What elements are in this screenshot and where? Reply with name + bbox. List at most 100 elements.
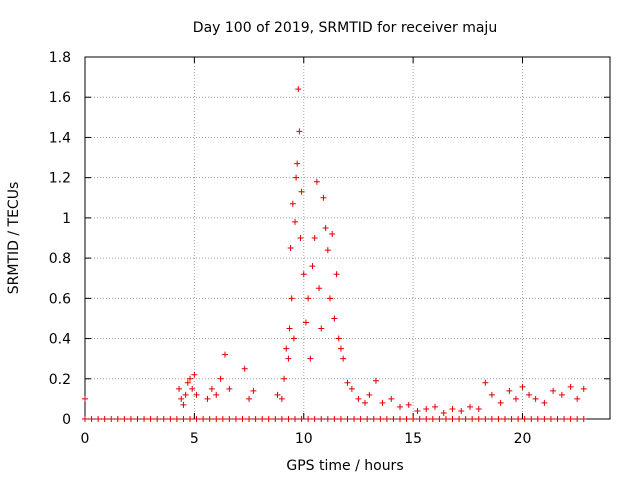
data-point: [82, 395, 88, 402]
data-point: [252, 416, 259, 422]
data-point: [173, 416, 180, 422]
data-point: [204, 395, 211, 402]
data-point: [442, 416, 449, 422]
data-point: [290, 335, 297, 342]
y-tick-label: 1.2: [49, 171, 71, 187]
data-point: [370, 416, 377, 422]
data-point: [469, 416, 476, 422]
data-point: [193, 391, 200, 398]
data-point: [449, 416, 456, 422]
data-point: [285, 416, 292, 422]
data-point: [134, 416, 141, 422]
data-point: [287, 245, 294, 252]
data-point: [414, 407, 421, 414]
data-point: [351, 416, 358, 422]
data-point: [292, 218, 298, 225]
data-point: [440, 409, 447, 416]
data-point: [283, 345, 290, 352]
data-point: [189, 385, 196, 392]
data-point: [295, 86, 302, 93]
data-point: [232, 416, 239, 422]
data-point: [379, 399, 386, 406]
data-point: [193, 416, 200, 422]
data-point: [285, 355, 292, 362]
data-point: [320, 194, 327, 201]
data-point: [292, 416, 298, 422]
data-point: [187, 375, 193, 382]
data-point: [541, 399, 548, 406]
data-point: [219, 416, 226, 422]
y-tick-label: 1: [62, 211, 71, 227]
data-point: [329, 230, 336, 237]
data-point: [298, 188, 305, 195]
tick-labels: 0 0.2 0.4 0.6 0.8 1 1.2 1.4 1.6 1.8 0 5 10 15 20: [49, 50, 532, 447]
data-point: [305, 416, 312, 422]
data-point: [318, 416, 325, 422]
data-point: [259, 416, 266, 422]
data-point: [272, 416, 279, 422]
data-point: [101, 416, 108, 422]
y-tick-label: 1.4: [49, 130, 71, 146]
data-point: [246, 395, 253, 402]
data-point: [574, 416, 581, 422]
data-point: [331, 315, 338, 322]
data-point: [180, 416, 187, 422]
data-point: [294, 160, 301, 167]
data-point: [362, 399, 368, 406]
data-point: [432, 403, 438, 410]
data-point: [154, 416, 161, 422]
data-point: [114, 416, 121, 422]
data-point: [184, 379, 191, 386]
data-point: [178, 395, 185, 402]
data-point: [147, 416, 154, 422]
data-point: [519, 383, 526, 390]
data-point: [397, 403, 403, 410]
axis-ticks: [84, 56, 610, 420]
data-point: [532, 395, 539, 402]
data-point: [217, 375, 224, 382]
data-point: [488, 391, 495, 398]
data-point: [241, 365, 248, 372]
data-point: [208, 385, 215, 392]
data-point: [331, 416, 338, 422]
data-point: [108, 416, 115, 422]
data-point: [534, 416, 541, 422]
data-point: [506, 387, 513, 394]
data-point: [423, 416, 430, 422]
data-point: [300, 271, 307, 278]
data-point: [322, 224, 329, 231]
data-point: [348, 385, 355, 392]
data-point: [213, 416, 220, 422]
x-tick-label: 10: [295, 431, 313, 447]
y-tick-label: 0.2: [49, 372, 71, 388]
data-point: [423, 405, 430, 412]
data-point: [410, 416, 417, 422]
x-tick-label: 15: [404, 431, 422, 447]
data-point: [278, 395, 285, 402]
data-point: [366, 391, 373, 398]
data-point: [462, 416, 469, 422]
y-axis-label: SRMTID / TECUs: [6, 182, 22, 295]
data-point: [558, 391, 565, 398]
y-tick-label: 0.8: [49, 251, 71, 267]
data-point: [324, 416, 331, 422]
data-point: [298, 416, 305, 422]
data-point: [324, 247, 331, 254]
data-point: [357, 416, 364, 422]
data-point: [340, 355, 347, 362]
data-point: [467, 403, 473, 410]
x-tick-label: 0: [81, 431, 90, 447]
data-point: [160, 416, 167, 422]
data-point: [528, 416, 535, 422]
data-point: [405, 401, 412, 408]
data-point: [456, 416, 463, 422]
data-point: [289, 200, 296, 207]
data-point: [239, 416, 246, 422]
y-tick-label: 0: [62, 412, 71, 428]
data-point: [250, 387, 257, 394]
data-point: [318, 325, 325, 332]
data-point: [286, 325, 293, 332]
data-point: [274, 391, 281, 398]
data-point: [561, 416, 568, 422]
